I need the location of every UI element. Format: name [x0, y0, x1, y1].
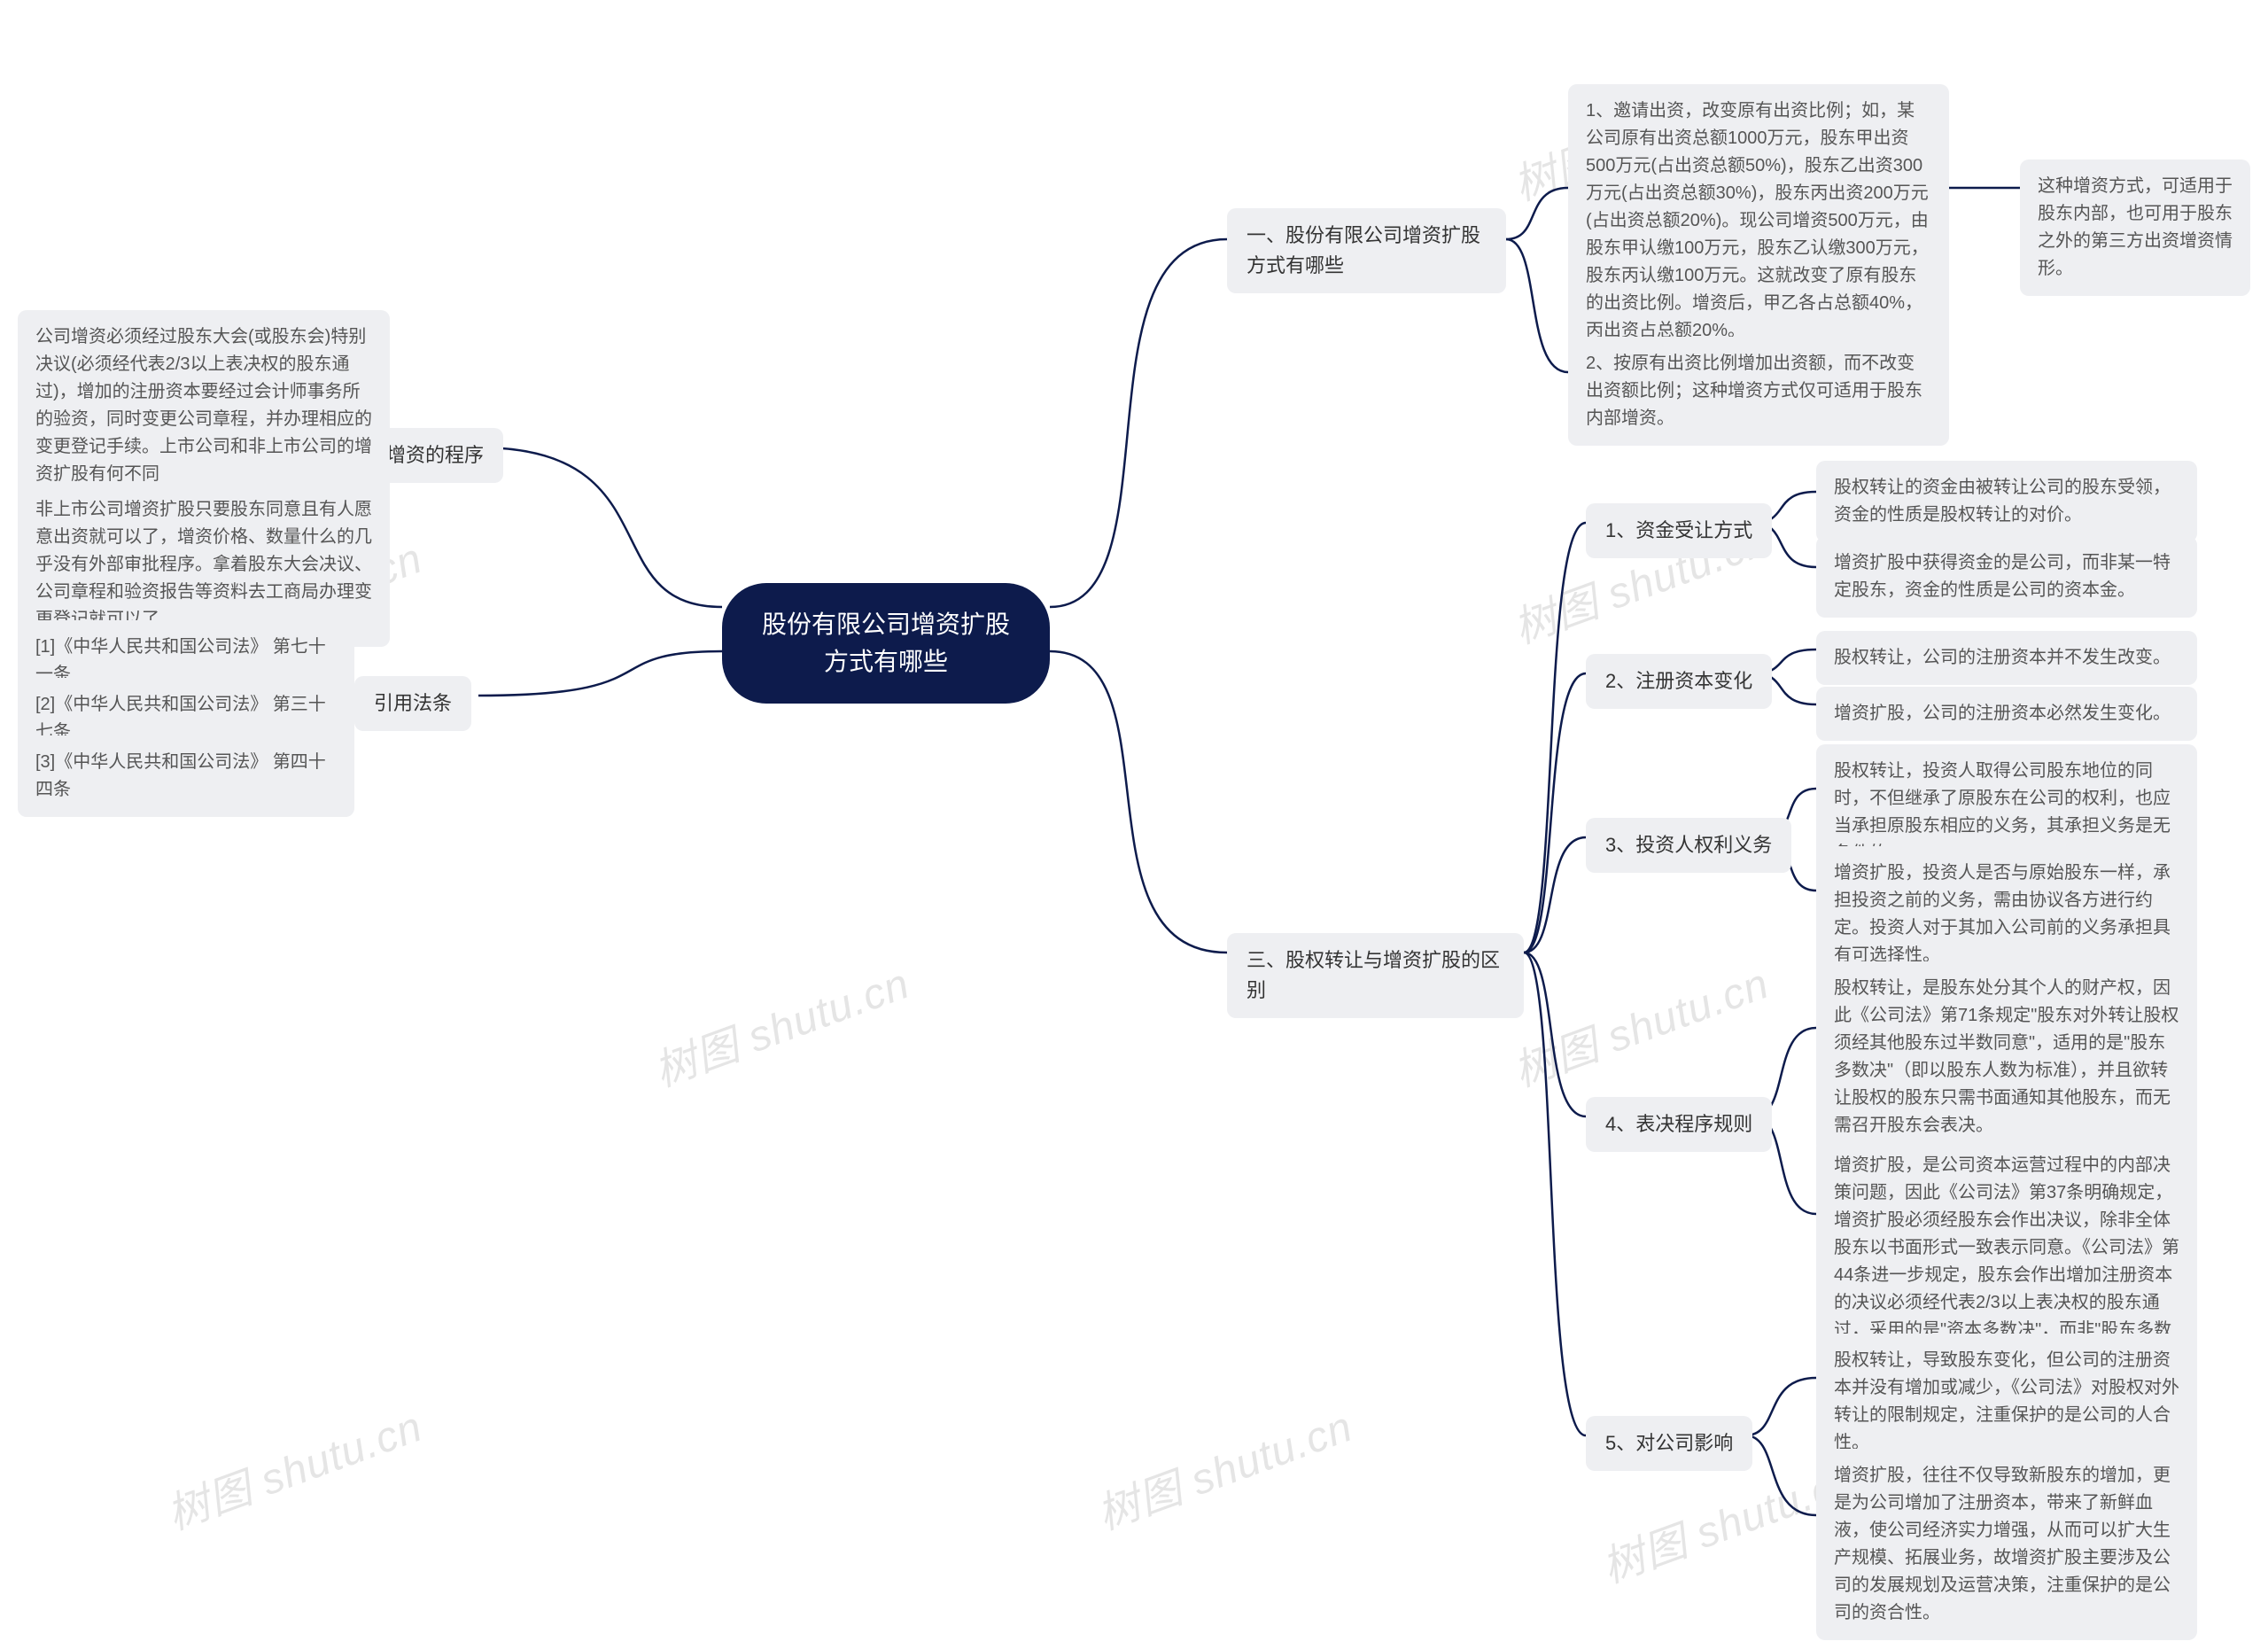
- leaf-b3-2a: 股权转让，公司的注册资本并不发生改变。: [1816, 631, 2197, 685]
- leaf-b1-1a: 这种增资方式，可适用于股东内部，也可用于股东之外的第三方出资增资情形。: [2020, 159, 2250, 296]
- watermark: 树图 shutu.cn: [157, 1392, 430, 1542]
- branch-3-1: 1、资金受让方式: [1586, 503, 1772, 558]
- watermark: 树图 shutu.cn: [1503, 949, 1776, 1099]
- leaf-b3-1a: 股权转让的资金由被转让公司的股东受领，资金的性质是股权转让的对价。: [1816, 461, 2197, 542]
- branch-3-3: 3、投资人权利义务: [1586, 818, 1791, 873]
- leaf-b3-1b: 增资扩股中获得资金的是公司，而非某一特定股东，资金的性质是公司的资本金。: [1816, 536, 2197, 618]
- branch-3: 三、股权转让与增资扩股的区别: [1227, 933, 1524, 1018]
- leaf-b1-2: 2、按原有出资比例增加出资额，而不改变出资额比例；这种增资方式仅可适用于股东内部…: [1568, 337, 1949, 446]
- branch-3-4: 4、表决程序规则: [1586, 1097, 1772, 1152]
- leaf-b3-2b: 增资扩股，公司的注册资本必然发生变化。: [1816, 687, 2197, 741]
- leaf-b3-5b: 增资扩股，往往不仅导致新股东的增加，更是为公司增加了注册资本，带来了新鲜血液，使…: [1816, 1449, 2197, 1640]
- branch-1: 一、股份有限公司增资扩股方式有哪些: [1227, 208, 1506, 293]
- leaf-b4-3: [3]《中华人民共和国公司法》 第四十四条: [18, 735, 354, 817]
- watermark: 树图 shutu.cn: [644, 949, 917, 1099]
- branch-3-2: 2、注册资本变化: [1586, 654, 1772, 709]
- leaf-b1-1: 1、邀请出资，改变原有出资比例；如，某公司原有出资总额1000万元，股东甲出资5…: [1568, 84, 1949, 358]
- branch-4: 引用法条: [354, 676, 471, 731]
- leaf-b2-1: 公司增资必须经过股东大会(或股东会)特别决议(必须经代表2/3以上表决权的股东通…: [18, 310, 390, 502]
- watermark: 树图 shutu.cn: [1087, 1392, 1360, 1542]
- root-node: 股份有限公司增资扩股方式有哪些: [722, 583, 1050, 704]
- leaf-b3-4a: 股权转让，是股东处分其个人的财产权，因此《公司法》第71条规定"股东对外转让股权…: [1816, 961, 2197, 1153]
- branch-3-5: 5、对公司影响: [1586, 1416, 1752, 1471]
